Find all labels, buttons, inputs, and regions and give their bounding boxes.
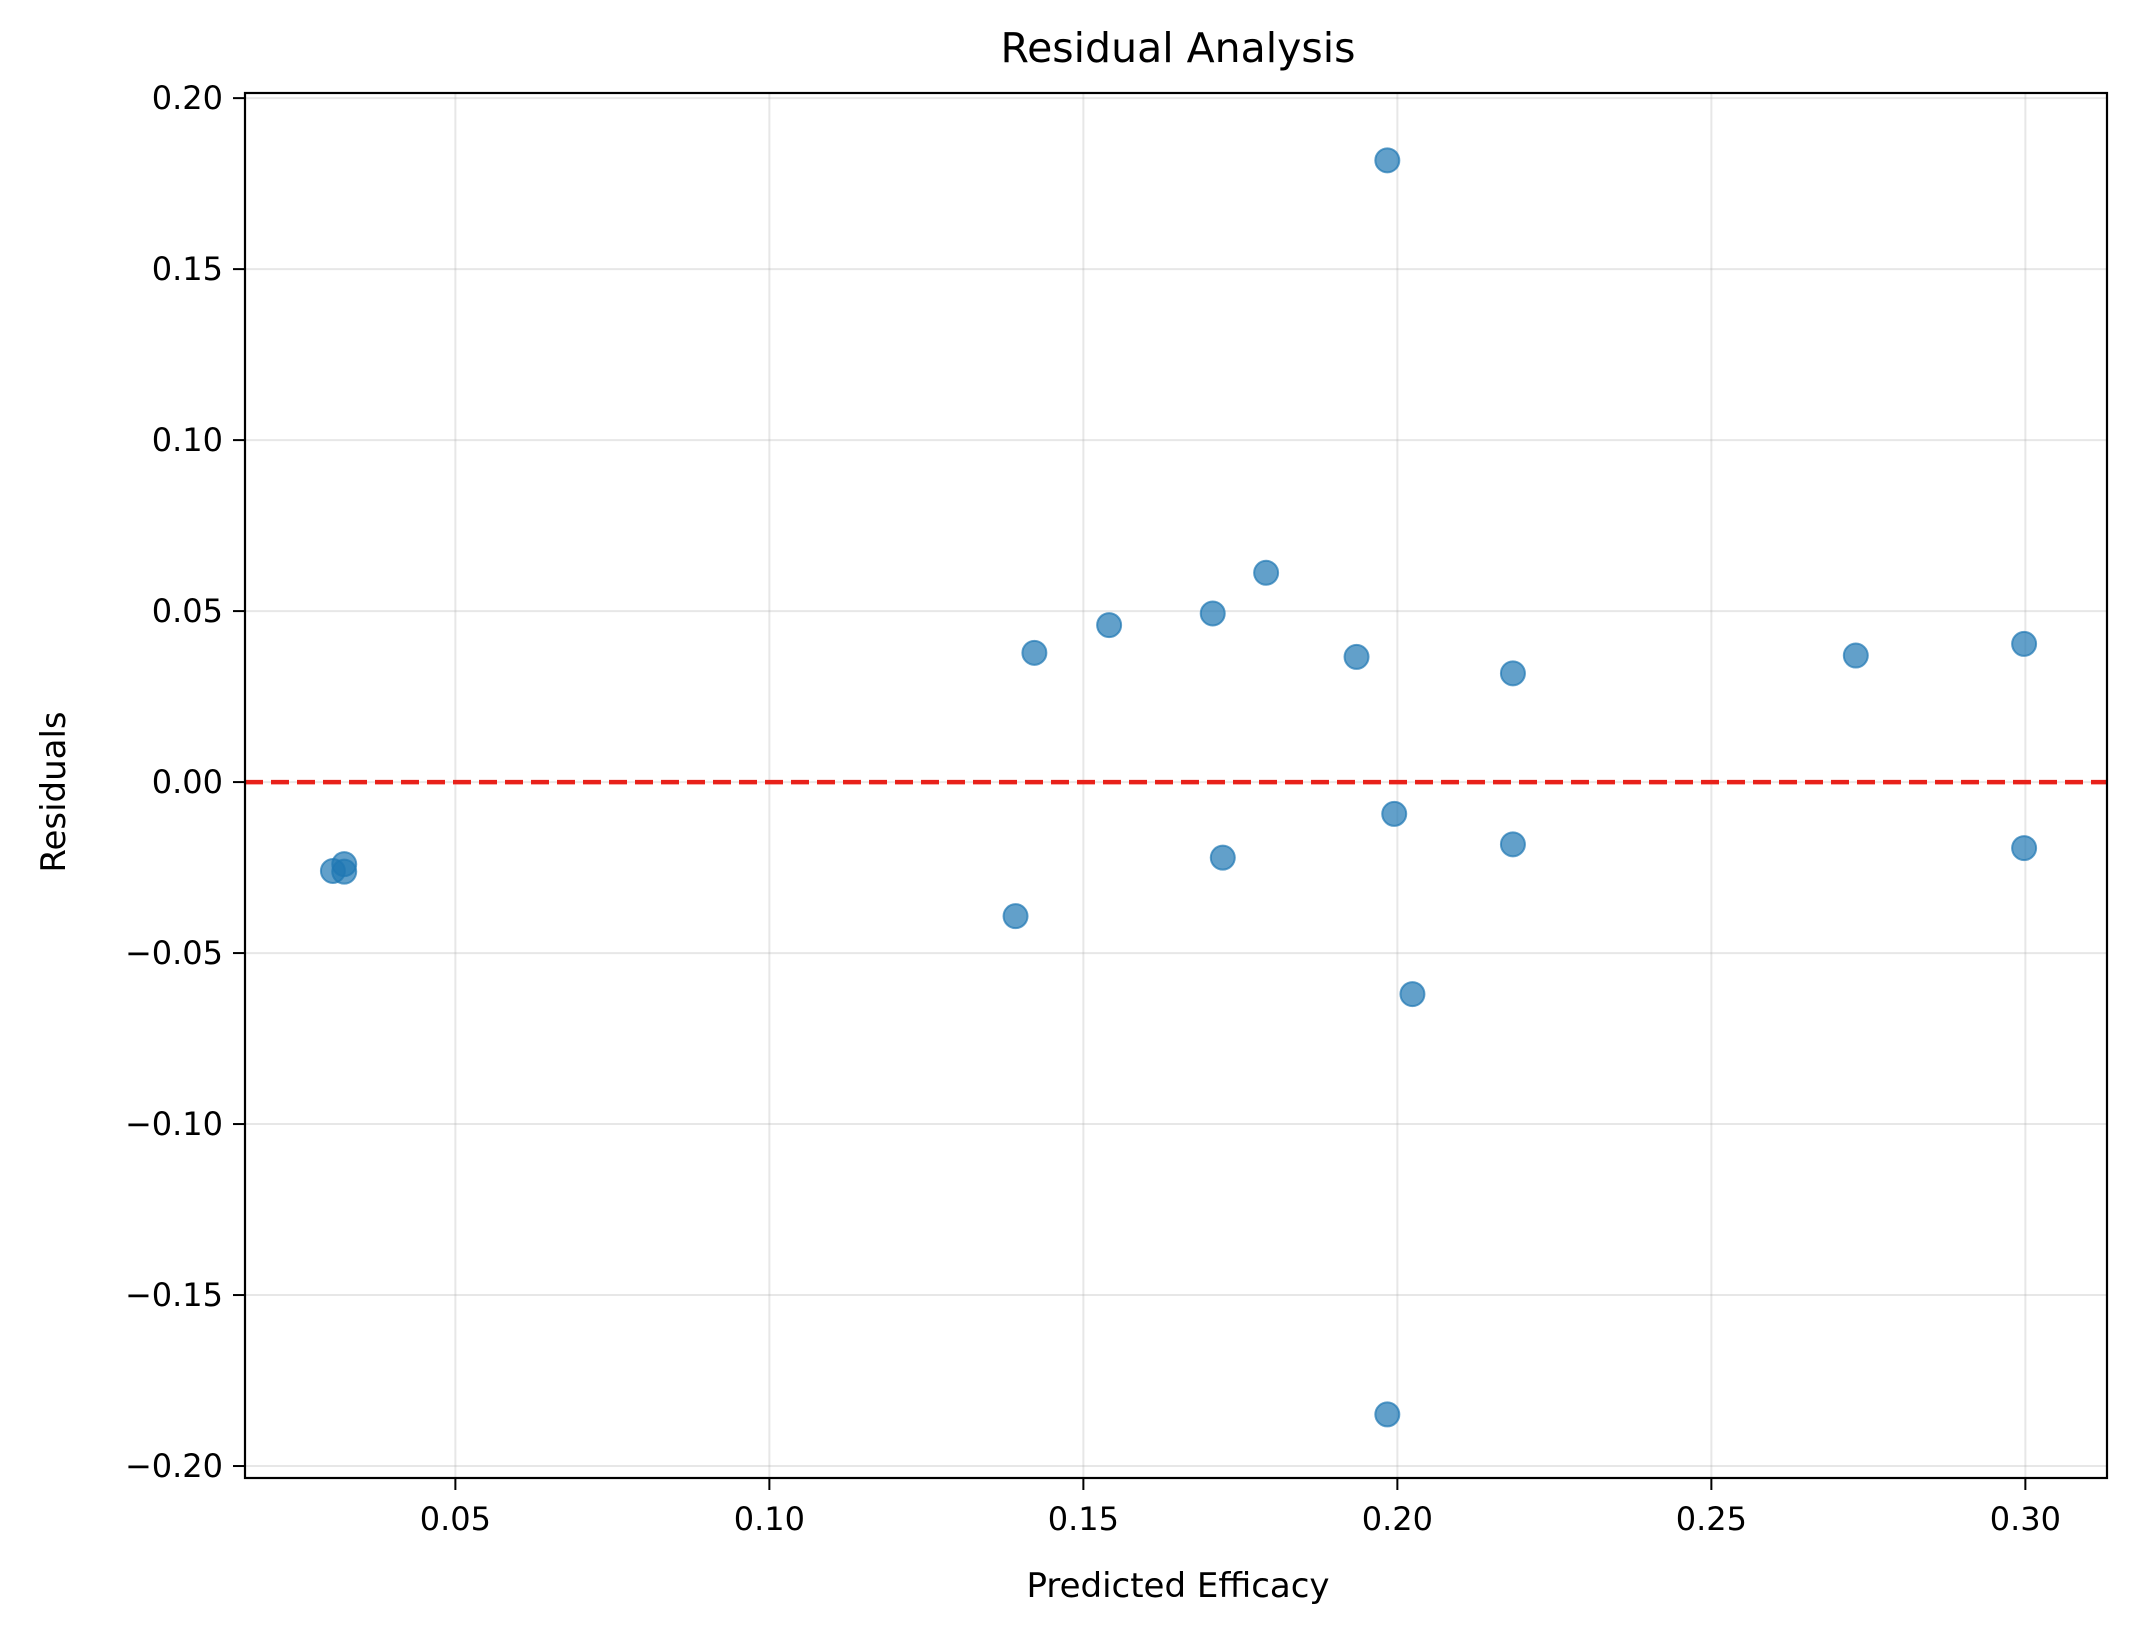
- scatter-point: [1021, 639, 1048, 666]
- grid-layer: [245, 93, 2107, 1478]
- y-tick-label: −0.10: [125, 1105, 223, 1143]
- scatter-point: [2011, 835, 2038, 862]
- y-tick-label: 0.05: [152, 592, 223, 630]
- y-tick-label: 0.00: [152, 763, 223, 801]
- x-tick-label: 0.25: [1676, 1500, 1747, 1538]
- x-tick-label: 0.15: [1048, 1500, 1119, 1538]
- y-tick-label: 0.20: [152, 79, 223, 117]
- y-axis-label: Residuals: [34, 711, 74, 872]
- scatter-point: [1499, 831, 1526, 858]
- scatter-point: [1343, 643, 1370, 670]
- scatter-point: [1374, 1401, 1401, 1428]
- x-axis-label: Predicted Efficacy: [1026, 1566, 1329, 1606]
- scatter-point: [1199, 600, 1226, 627]
- scatter-point: [1381, 800, 1408, 827]
- scatter-point: [1096, 612, 1123, 639]
- scatter-point: [1374, 147, 1401, 174]
- x-tick-label: 0.10: [734, 1500, 805, 1538]
- scatter-point: [1399, 981, 1426, 1008]
- scatter-point: [1253, 559, 1280, 586]
- plot-frame: [243, 91, 2109, 1480]
- scatter-point: [2011, 630, 2038, 657]
- x-tick-label: 0.30: [1990, 1500, 2061, 1538]
- scatter-point: [1209, 844, 1236, 871]
- scatter-point: [331, 858, 358, 885]
- x-tick-label: 0.05: [420, 1500, 491, 1538]
- y-tick-label: 0.15: [152, 250, 223, 288]
- y-tick-label: −0.15: [125, 1276, 223, 1314]
- scatter-point: [1002, 903, 1029, 930]
- y-tick-label: 0.10: [152, 421, 223, 459]
- x-tick-label: 0.20: [1362, 1500, 1433, 1538]
- y-tick-label: −0.20: [125, 1447, 223, 1485]
- scatter-point: [1499, 660, 1526, 687]
- chart-title: Residual Analysis: [1000, 24, 1355, 72]
- ticks-layer: 0.05 0.10 0.15 0.20 0.25 0.30 −0.20 −0.15 −0.10 −…: [125, 79, 2061, 1538]
- scatter-point: [1842, 642, 1869, 669]
- points-layer: [319, 147, 2038, 1428]
- y-tick-label: −0.05: [125, 934, 223, 972]
